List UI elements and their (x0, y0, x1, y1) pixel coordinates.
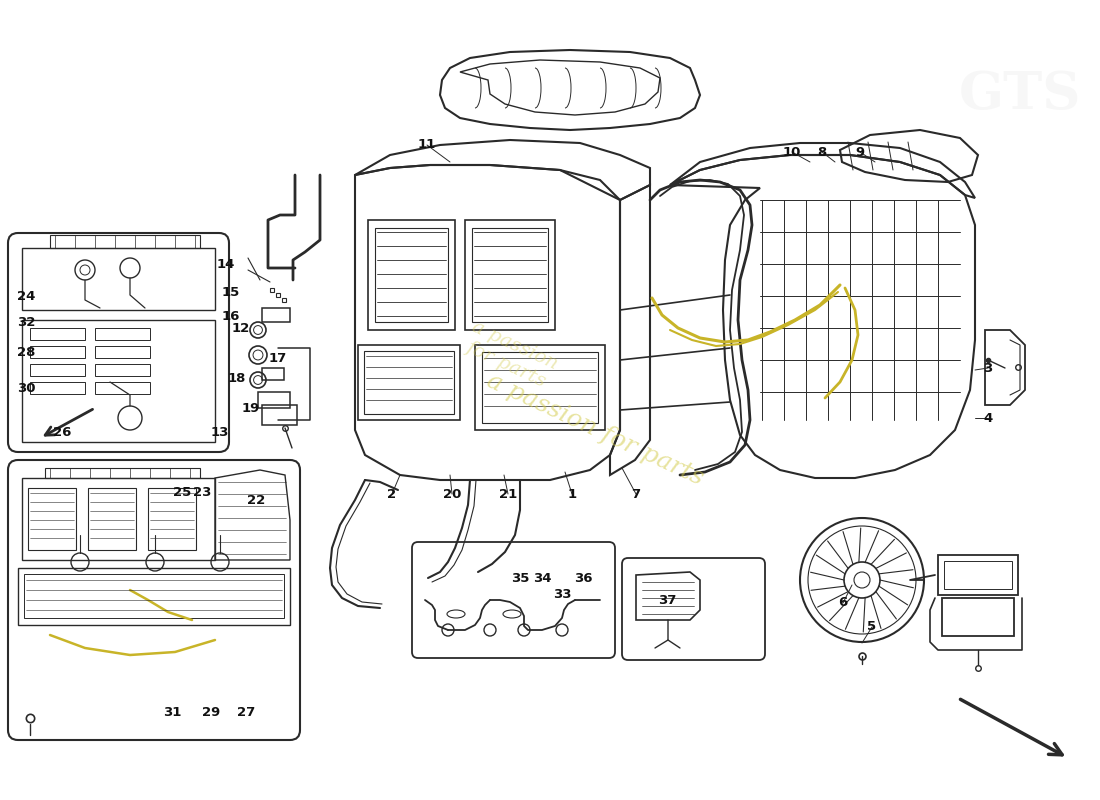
Bar (95, 382, 150, 394)
Text: 3: 3 (983, 362, 992, 374)
Text: 4: 4 (983, 411, 992, 425)
Text: 5: 5 (868, 621, 877, 634)
Text: a passion for parts: a passion for parts (483, 370, 707, 490)
Bar (938, 555, 1018, 595)
Text: 28: 28 (16, 346, 35, 359)
Bar (262, 405, 297, 425)
Text: 21: 21 (499, 487, 517, 501)
Text: 16: 16 (222, 310, 240, 322)
Text: 34: 34 (532, 571, 551, 585)
Bar (30, 364, 85, 376)
Text: a passion
for parts: a passion for parts (460, 318, 560, 392)
Bar (258, 392, 290, 408)
Text: 23: 23 (192, 486, 211, 498)
Text: 26: 26 (53, 426, 72, 438)
Text: 22: 22 (246, 494, 265, 506)
Bar (95, 328, 150, 340)
Bar (30, 346, 85, 358)
Text: 32: 32 (16, 317, 35, 330)
Text: 20: 20 (443, 487, 461, 501)
Bar (30, 328, 85, 340)
Text: 30: 30 (16, 382, 35, 394)
Text: 13: 13 (211, 426, 229, 438)
Bar (88, 488, 136, 550)
Text: 19: 19 (242, 402, 260, 414)
Text: 18: 18 (228, 371, 246, 385)
Text: 35: 35 (510, 571, 529, 585)
Text: 17: 17 (268, 351, 287, 365)
Text: 12: 12 (232, 322, 250, 334)
Text: 31: 31 (163, 706, 182, 719)
Text: 7: 7 (631, 487, 640, 501)
Text: 6: 6 (838, 597, 848, 610)
Text: 1: 1 (568, 487, 576, 501)
Bar (95, 364, 150, 376)
Text: GTS: GTS (959, 70, 1081, 121)
Text: 37: 37 (658, 594, 676, 606)
Text: 25: 25 (173, 486, 191, 498)
Text: 14: 14 (217, 258, 235, 271)
Text: 15: 15 (222, 286, 240, 298)
Bar (262, 308, 290, 322)
Text: 36: 36 (574, 571, 592, 585)
Text: 33: 33 (552, 587, 571, 601)
Text: 24: 24 (16, 290, 35, 302)
Text: 2: 2 (387, 487, 397, 501)
Text: 27: 27 (236, 706, 255, 719)
Bar (28, 488, 76, 550)
Text: 9: 9 (856, 146, 865, 158)
Bar (95, 346, 150, 358)
Bar (148, 488, 196, 550)
Bar (942, 598, 1014, 636)
Text: 10: 10 (783, 146, 801, 158)
Text: 8: 8 (817, 146, 826, 158)
Text: 11: 11 (418, 138, 436, 151)
Bar (30, 382, 85, 394)
Bar (944, 561, 1012, 589)
Text: 29: 29 (202, 706, 220, 719)
Bar (262, 368, 284, 380)
